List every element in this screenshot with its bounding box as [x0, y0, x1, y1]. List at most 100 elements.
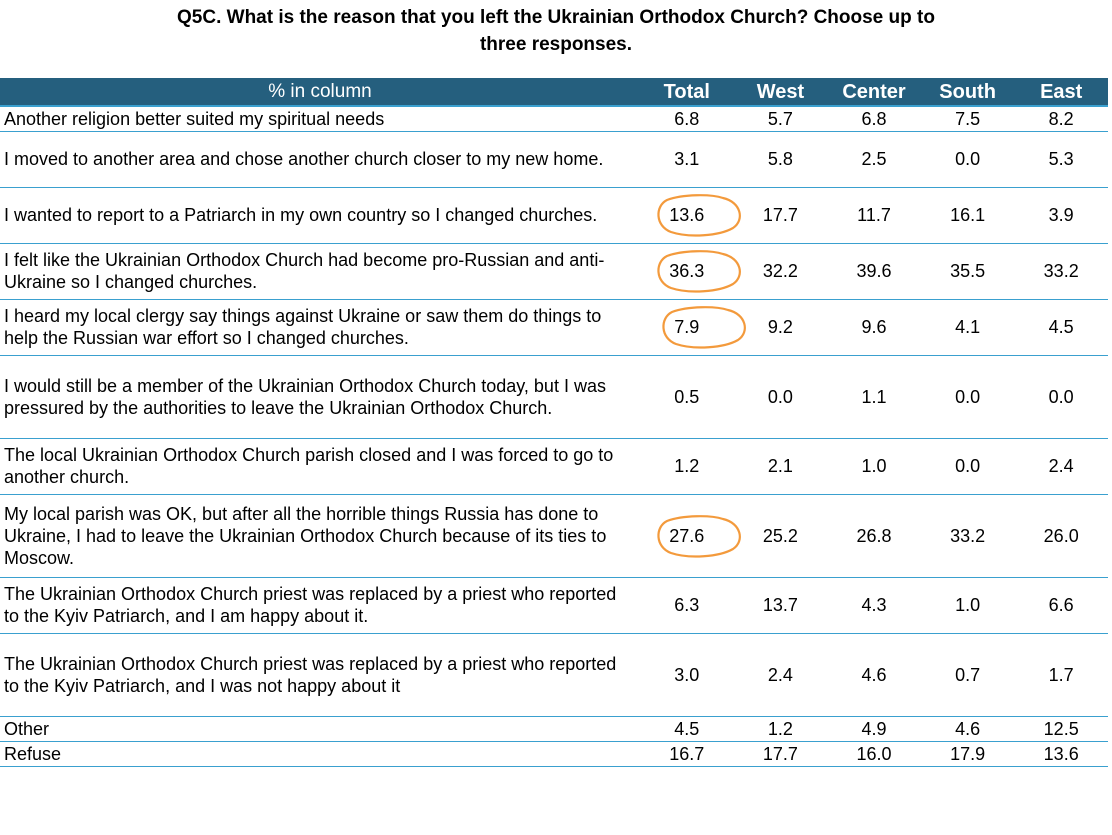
cell-east: 33.2: [1014, 243, 1108, 300]
circled-value: 27.6: [657, 514, 742, 558]
cell-west: 13.7: [733, 577, 828, 634]
column-header-south: South: [920, 78, 1015, 107]
table-row: The Ukrainian Orthodox Church priest was…: [0, 633, 1108, 717]
cell-center: 1.1: [827, 355, 921, 439]
cell-west: 9.2: [733, 299, 828, 356]
cell-south: 0.0: [920, 131, 1015, 188]
cell-east: 26.0: [1014, 494, 1108, 578]
cell-south: 0.0: [920, 355, 1015, 439]
cell-west: 5.7: [733, 106, 828, 132]
cell-south: 7.5: [920, 106, 1015, 132]
cell-east: 0.0: [1014, 355, 1108, 439]
cell-total: 16.7: [640, 741, 734, 767]
cell-value: 27.6: [669, 525, 705, 546]
cell-center: 6.8: [827, 106, 921, 132]
cell-east: 12.5: [1014, 716, 1108, 742]
cell-east: 2.4: [1014, 438, 1108, 495]
table-header-row: % in column Total West Center South East: [0, 78, 1108, 107]
table-row: The local Ukrainian Orthodox Church pari…: [0, 438, 1108, 495]
table-row: Refuse 16.7 17.7 16.0 17.9 13.6: [0, 741, 1108, 767]
cell-east: 4.5: [1014, 299, 1108, 356]
cell-value: 36.3: [669, 261, 705, 281]
cell-south: 0.7: [920, 633, 1015, 717]
cell-west: 32.2: [733, 243, 828, 300]
cell-total: 0.5: [640, 355, 734, 439]
cell-west: 17.7: [733, 741, 828, 767]
table-row: The Ukrainian Orthodox Church priest was…: [0, 577, 1108, 634]
cell-total: 3.1: [640, 131, 734, 188]
cell-center: 9.6: [827, 299, 921, 356]
column-header-center: Center: [827, 78, 921, 107]
cell-center: 1.0: [827, 438, 921, 495]
cell-west: 1.2: [733, 716, 828, 742]
cell-east: 1.7: [1014, 633, 1108, 717]
cell-south: 0.0: [920, 438, 1015, 495]
column-header-west: West: [733, 78, 828, 107]
survey-table: % in column Total West Center South East…: [0, 78, 1108, 767]
cell-south: 1.0: [920, 577, 1015, 634]
table-row: Another religion better suited my spirit…: [0, 106, 1108, 132]
cell-south: 35.5: [920, 243, 1015, 300]
title-line-1: Q5C. What is the reason that you left th…: [177, 7, 935, 28]
column-header-east: East: [1014, 78, 1108, 107]
cell-center: 11.7: [827, 187, 921, 244]
table-row: I wanted to report to a Patriarch in my …: [0, 187, 1108, 244]
cell-west: 5.8: [733, 131, 828, 188]
circled-value: 36.3: [657, 250, 742, 293]
table-row: I heard my local clergy say things again…: [0, 299, 1108, 356]
row-label: I would still be a member of the Ukraini…: [0, 355, 641, 439]
cell-total: 7.9: [640, 299, 747, 356]
row-label: I felt like the Ukrainian Orthodox Churc…: [0, 243, 641, 300]
table-row: I felt like the Ukrainian Orthodox Churc…: [0, 243, 1108, 300]
cell-south: 33.2: [920, 494, 1015, 578]
row-label: I moved to another area and chose anothe…: [0, 131, 641, 188]
cell-total: 36.3: [640, 243, 742, 300]
cell-center: 4.6: [827, 633, 921, 717]
cell-east: 5.3: [1014, 131, 1108, 188]
circled-value: 13.6: [657, 194, 742, 237]
cell-total: 1.2: [640, 438, 734, 495]
page-title: Q5C. What is the reason that you left th…: [0, 4, 1112, 58]
cell-west: 17.7: [733, 187, 828, 244]
row-label: Another religion better suited my spirit…: [0, 106, 641, 132]
table-row: I would still be a member of the Ukraini…: [0, 355, 1108, 439]
cell-south: 17.9: [920, 741, 1015, 767]
cell-value: 7.9: [674, 317, 700, 337]
cell-center: 16.0: [827, 741, 921, 767]
title-line-2: three responses.: [479, 34, 633, 55]
header-label: % in column: [0, 78, 641, 107]
circled-value: 7.9: [662, 306, 747, 349]
row-label: My local parish was OK, but after all th…: [0, 494, 641, 578]
row-label: The Ukrainian Orthodox Church priest was…: [0, 577, 641, 634]
cell-west: 2.1: [733, 438, 828, 495]
cell-total: 6.3: [640, 577, 734, 634]
cell-total: 3.0: [640, 633, 734, 717]
cell-east: 8.2: [1014, 106, 1108, 132]
cell-center: 26.8: [827, 494, 921, 578]
cell-east: 3.9: [1014, 187, 1108, 244]
cell-east: 13.6: [1014, 741, 1108, 767]
table-row: My local parish was OK, but after all th…: [0, 494, 1108, 578]
cell-center: 4.3: [827, 577, 921, 634]
row-label: The local Ukrainian Orthodox Church pari…: [0, 438, 641, 495]
cell-center: 4.9: [827, 716, 921, 742]
row-label: I wanted to report to a Patriarch in my …: [0, 187, 641, 244]
row-label: The Ukrainian Orthodox Church priest was…: [0, 633, 641, 717]
cell-south: 16.1: [920, 187, 1015, 244]
table-body: Another religion better suited my spirit…: [0, 106, 1108, 767]
cell-west: 25.2: [733, 494, 828, 578]
table-row: Other 4.5 1.2 4.9 4.6 12.5: [0, 716, 1108, 742]
cell-center: 39.6: [827, 243, 921, 300]
cell-south: 4.1: [920, 299, 1015, 356]
table-row: I moved to another area and chose anothe…: [0, 131, 1108, 188]
row-label: Refuse: [0, 741, 641, 767]
cell-center: 2.5: [827, 131, 921, 188]
row-label: Other: [0, 716, 641, 742]
cell-west: 0.0: [733, 355, 828, 439]
cell-total: 4.5: [640, 716, 734, 742]
cell-value: 13.6: [669, 205, 705, 225]
row-label: I heard my local clergy say things again…: [0, 299, 641, 356]
cell-east: 6.6: [1014, 577, 1108, 634]
cell-west: 2.4: [733, 633, 828, 717]
cell-total: 13.6: [640, 187, 742, 244]
